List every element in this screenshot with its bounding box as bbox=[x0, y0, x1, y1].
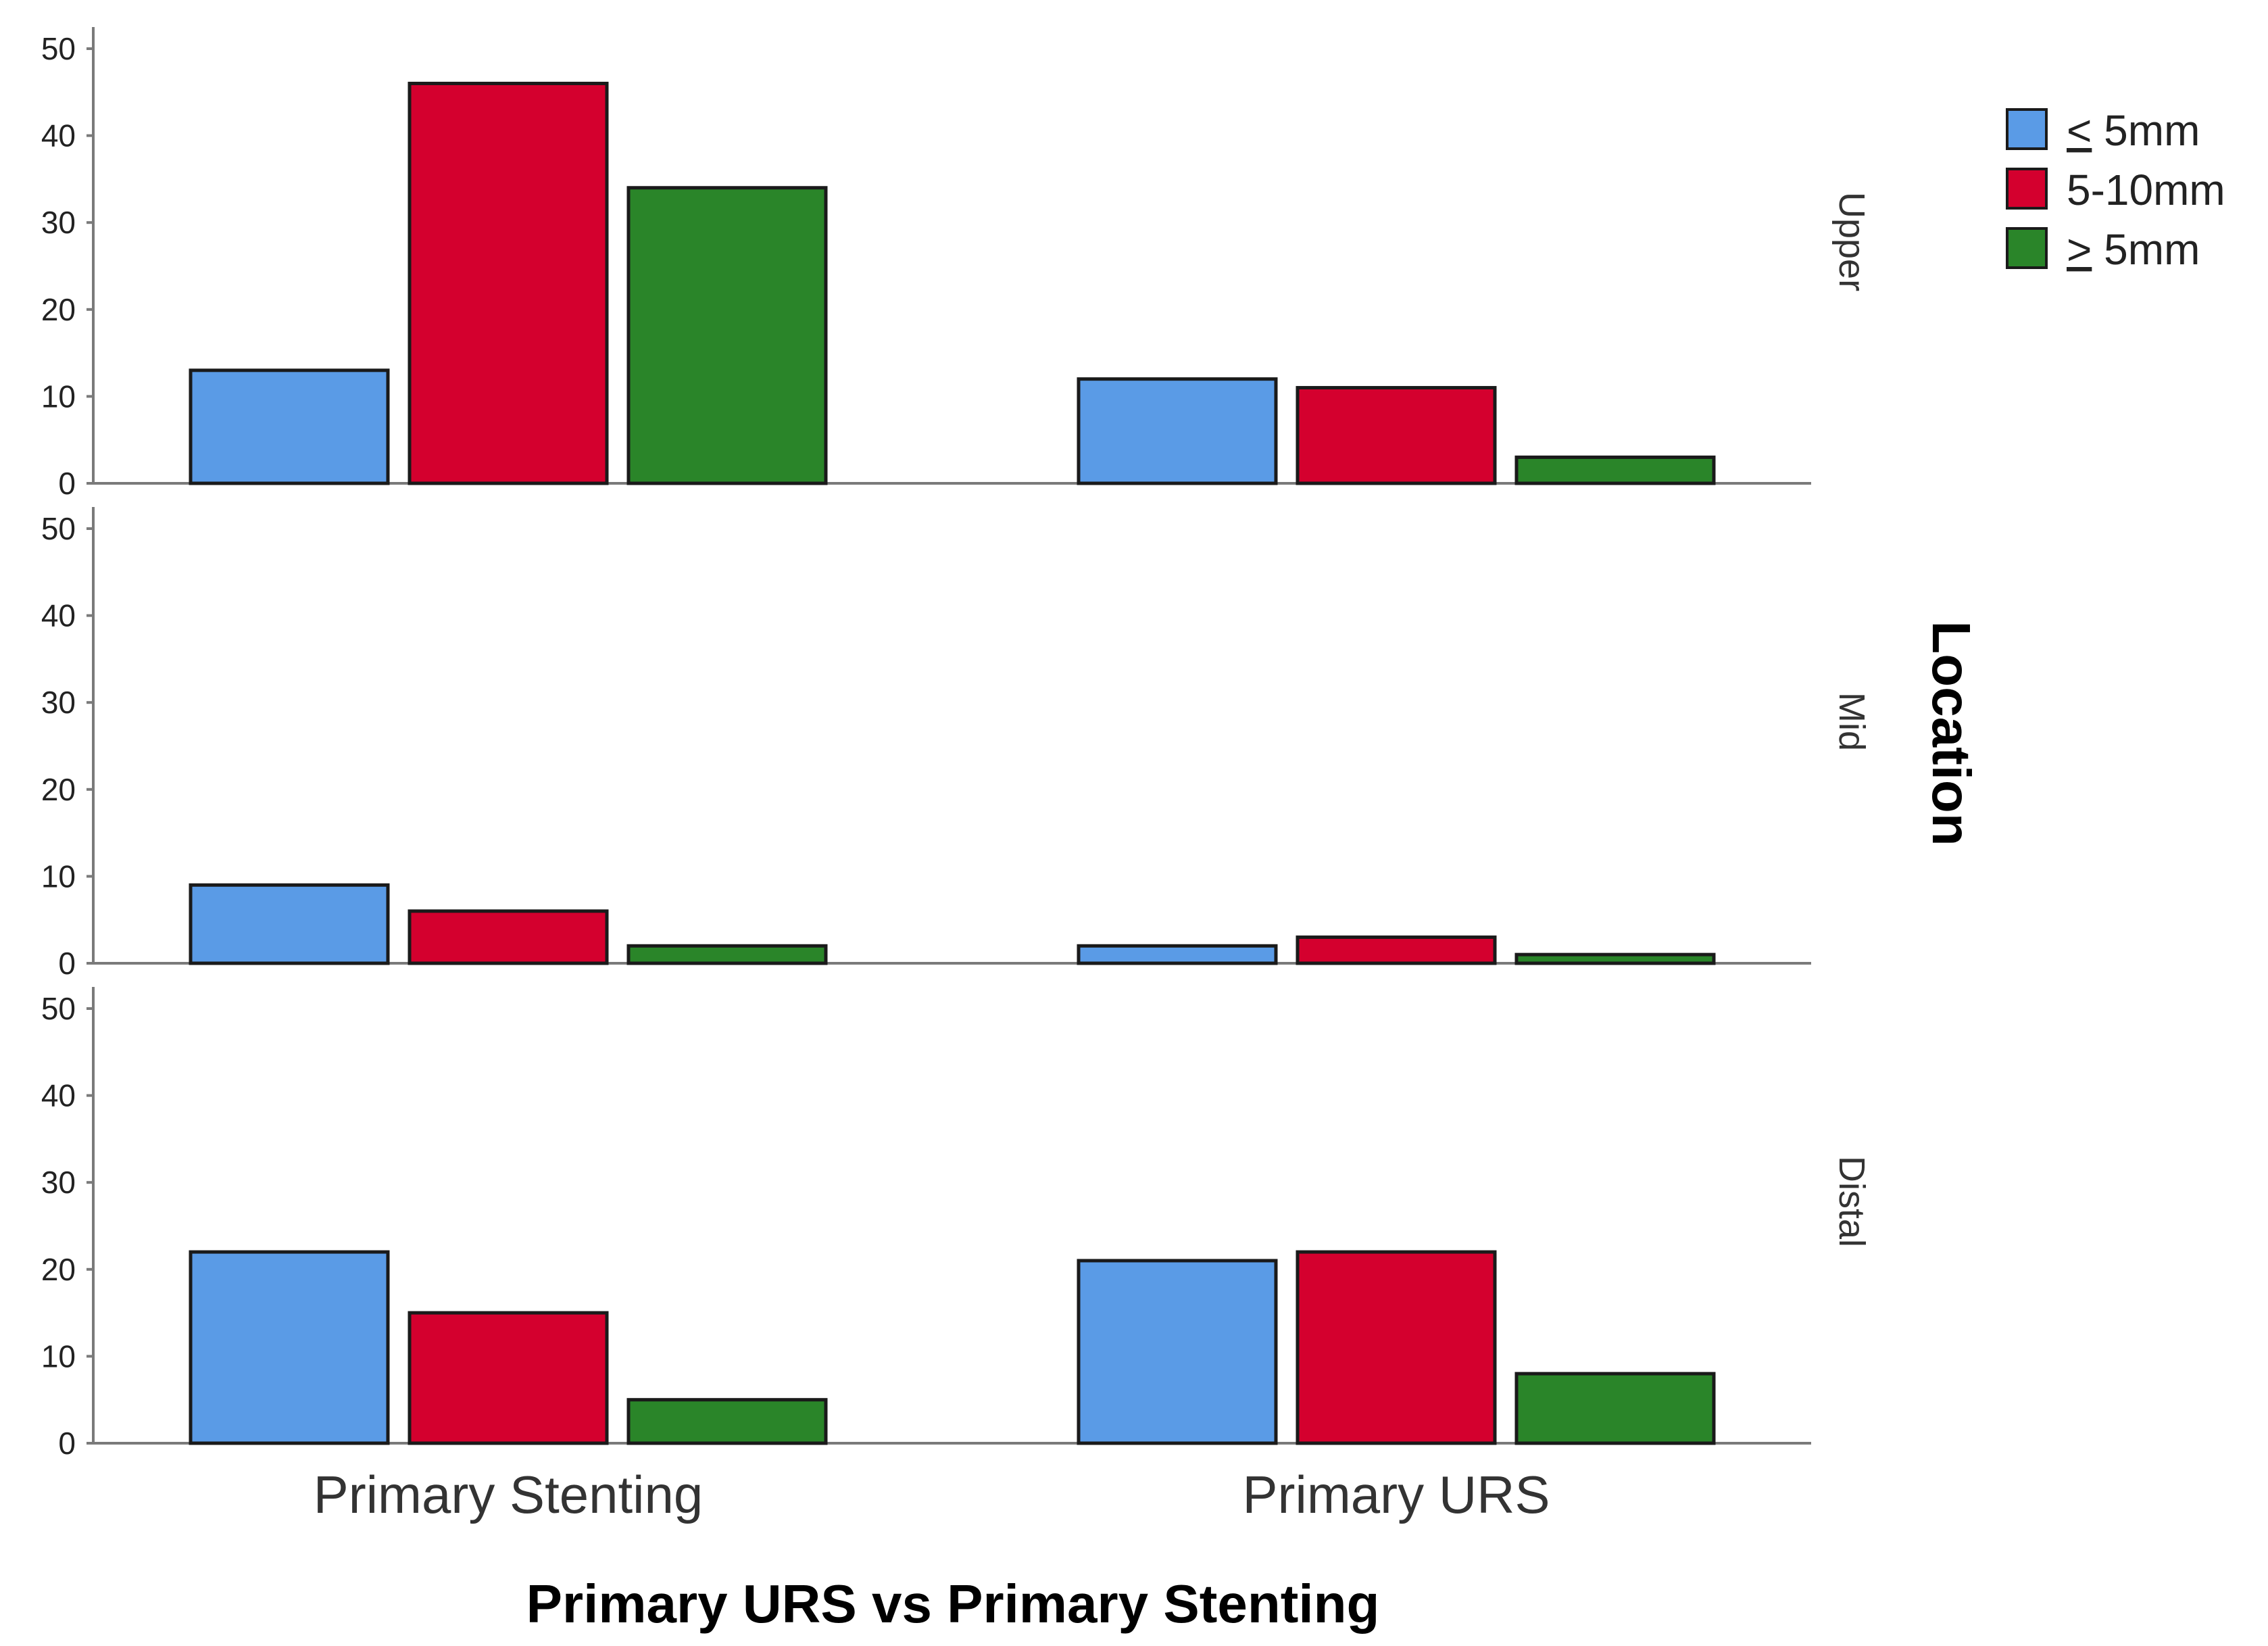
legend-label-text: 5mm bbox=[2092, 225, 2200, 274]
bar-upper-primary-urs-series-3 bbox=[1514, 455, 1716, 485]
y-tick-label: 50 bbox=[41, 31, 76, 66]
y-tick-label: 20 bbox=[41, 292, 76, 327]
legend-label-text: 5-10mm bbox=[2067, 166, 2225, 214]
bar-mid-primary-stenting-series-2 bbox=[408, 909, 609, 965]
legend-label: 5-10mm bbox=[2067, 166, 2225, 214]
legend-label-prefix: < bbox=[2067, 106, 2092, 155]
panel-mid: 0 10 20 30 40 50 Mid bbox=[41, 507, 1872, 981]
y-tick-label: 50 bbox=[41, 991, 76, 1026]
y-tick-label: 30 bbox=[41, 205, 76, 240]
bar-distal-primary-stenting-series-1 bbox=[189, 1250, 390, 1445]
y-tick-label: 50 bbox=[41, 511, 76, 546]
legend-entry: < 5mm bbox=[2006, 106, 2200, 155]
legend-swatch bbox=[2006, 108, 2048, 150]
y-tick-label: 20 bbox=[41, 772, 76, 807]
legend-label-prefix: > bbox=[2067, 225, 2092, 274]
bar-mid-primary-urs-series-1 bbox=[1077, 944, 1278, 965]
bar-upper-primary-stenting-series-3 bbox=[626, 186, 828, 485]
legend: < 5mm 5-10mm > 5mm bbox=[2006, 106, 2225, 274]
y-tick-label: 40 bbox=[41, 118, 76, 153]
panel-label: Distal bbox=[1831, 1156, 1872, 1247]
panel-label: Upper bbox=[1831, 192, 1872, 291]
panel-axis-title: Location bbox=[1921, 621, 1981, 846]
x-category-label: Primary Stenting bbox=[314, 1465, 704, 1524]
y-tick-label: 10 bbox=[41, 858, 76, 894]
y-tick-label: 40 bbox=[41, 598, 76, 633]
bar-distal-primary-urs-series-3 bbox=[1514, 1372, 1716, 1445]
bar-upper-primary-urs-series-1 bbox=[1077, 377, 1278, 485]
bar-upper-primary-stenting-series-1 bbox=[189, 368, 390, 485]
legend-swatch bbox=[2006, 168, 2048, 210]
bar-distal-primary-urs-series-2 bbox=[1296, 1250, 1497, 1445]
bar-upper-primary-urs-series-2 bbox=[1296, 386, 1497, 485]
legend-label-text: 5mm bbox=[2092, 106, 2200, 155]
bar-distal-primary-stenting-series-2 bbox=[408, 1311, 609, 1445]
y-tick-label: 30 bbox=[41, 685, 76, 720]
y-tick-label: 0 bbox=[58, 466, 76, 501]
bar-mid-primary-stenting-series-1 bbox=[189, 883, 390, 965]
legend-entry: > 5mm bbox=[2006, 225, 2200, 274]
bar-upper-primary-stenting-series-2 bbox=[408, 81, 609, 485]
chart-panels: 0 10 20 30 40 50 Upper 0 10 20 30 40 50 Mid 0 10 20 30 40 5… bbox=[41, 27, 1872, 1524]
bar-distal-primary-stenting-series-3 bbox=[626, 1398, 828, 1445]
x-axis-title: Primary URS vs Primary Stenting bbox=[526, 1574, 1380, 1634]
y-tick-label: 40 bbox=[41, 1078, 76, 1113]
panel-upper: 0 10 20 30 40 50 Upper bbox=[41, 27, 1872, 501]
legend-label: > 5mm bbox=[2067, 225, 2200, 274]
legend-label: < 5mm bbox=[2067, 106, 2200, 155]
panel-distal: 0 10 20 30 40 50 Distal bbox=[41, 987, 1872, 1461]
x-category-label: Primary URS bbox=[1242, 1465, 1550, 1524]
legend-entry: 5-10mm bbox=[2006, 166, 2225, 214]
y-tick-label: 10 bbox=[41, 1338, 76, 1374]
y-tick-label: 10 bbox=[41, 379, 76, 414]
y-tick-label: 0 bbox=[58, 1426, 76, 1461]
y-tick-label: 30 bbox=[41, 1165, 76, 1200]
bar-mid-primary-stenting-series-3 bbox=[626, 944, 828, 965]
bar-mid-primary-urs-series-3 bbox=[1514, 952, 1716, 965]
y-tick-label: 0 bbox=[58, 946, 76, 981]
bar-distal-primary-urs-series-1 bbox=[1077, 1259, 1278, 1445]
legend-swatch bbox=[2006, 227, 2048, 269]
x-axis-categories: Primary Stenting Primary URS bbox=[314, 1465, 1550, 1524]
bar-mid-primary-urs-series-2 bbox=[1296, 935, 1497, 965]
y-tick-label: 20 bbox=[41, 1252, 76, 1287]
panel-label: Mid bbox=[1831, 692, 1872, 751]
